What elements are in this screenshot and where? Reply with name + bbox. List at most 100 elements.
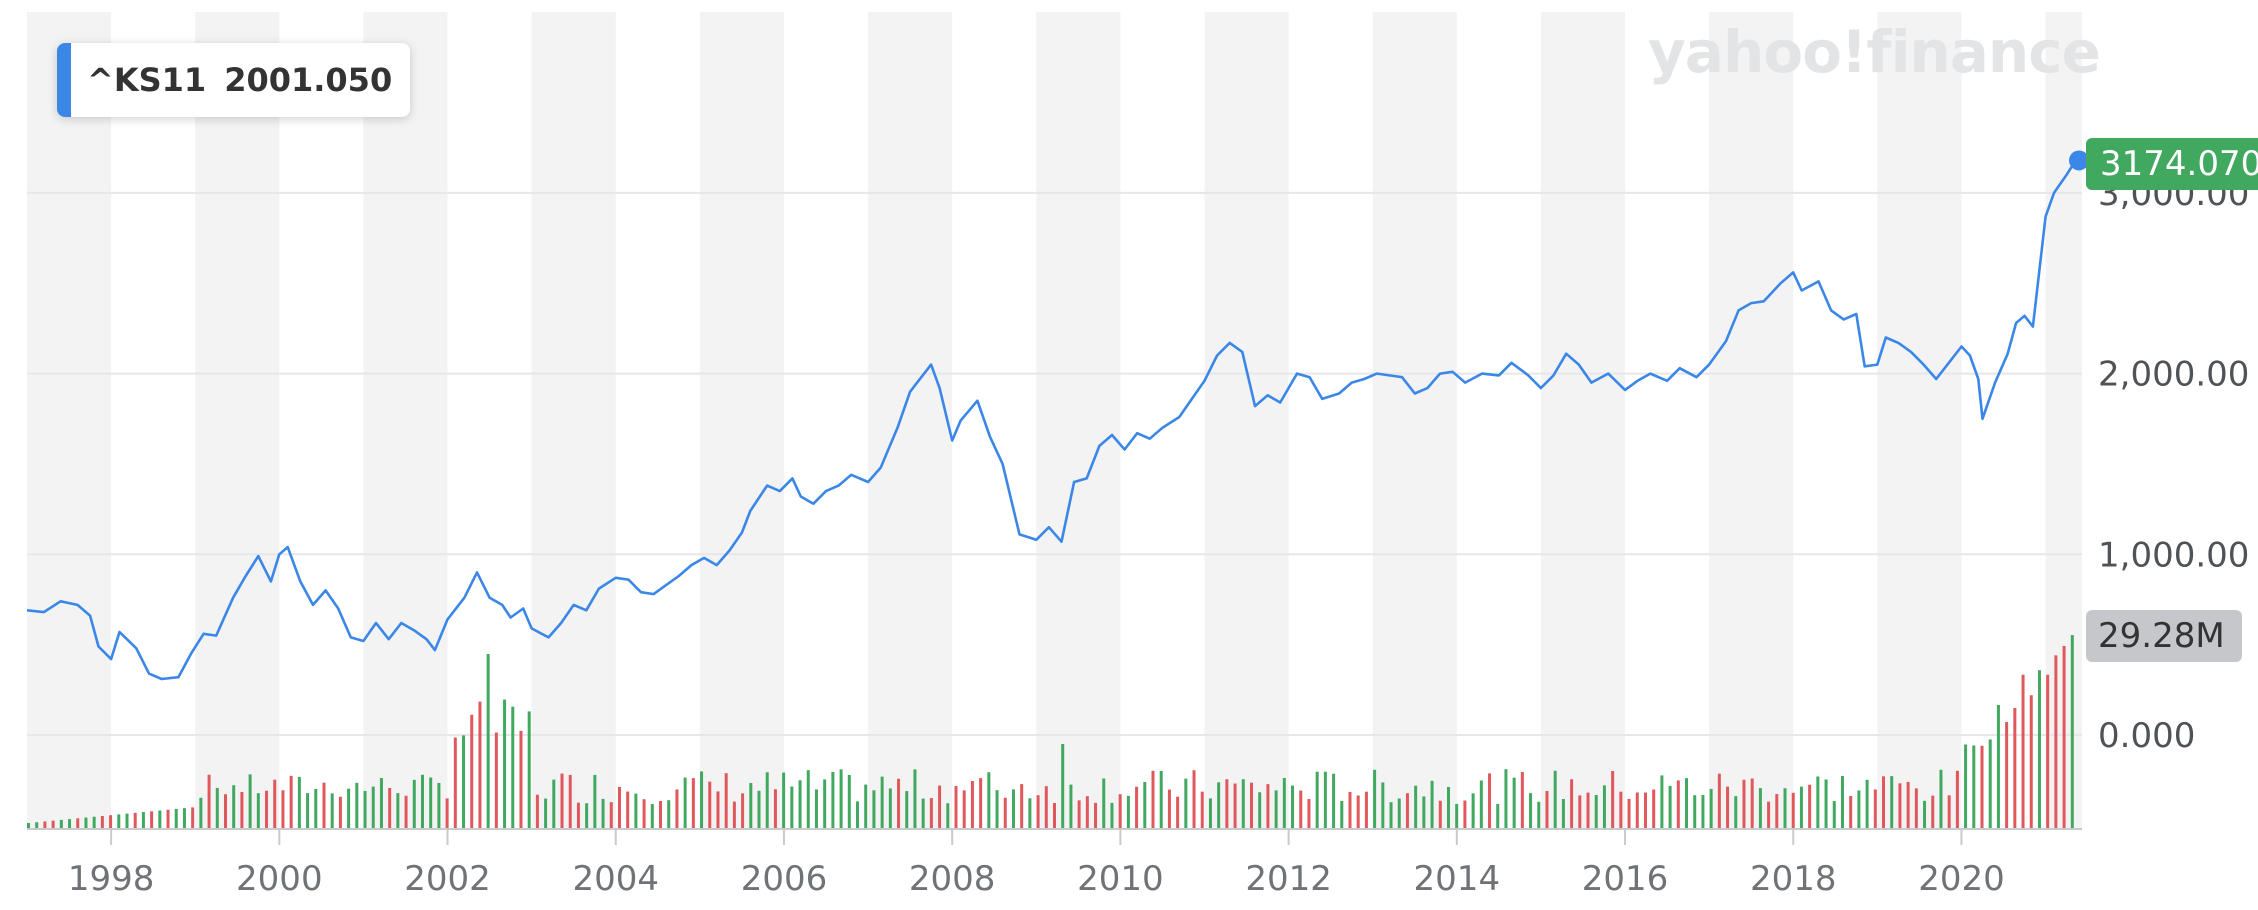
volume-bar bbox=[396, 793, 400, 829]
volume-bar bbox=[1003, 797, 1007, 829]
volume-bar bbox=[1701, 795, 1705, 829]
yahoo-finance-watermark: yahoo!finance bbox=[1648, 18, 2100, 86]
x-tick-label: 2000 bbox=[236, 859, 323, 899]
volume-bar bbox=[297, 776, 301, 829]
volume-bar bbox=[1758, 788, 1762, 829]
volume-bar bbox=[1865, 779, 1869, 829]
volume-bar bbox=[117, 814, 121, 829]
volume-bar bbox=[1988, 739, 1992, 829]
volume-bar bbox=[379, 778, 383, 829]
volume-bar bbox=[979, 778, 983, 829]
x-tick-label: 2012 bbox=[1245, 859, 1332, 899]
volume-bar bbox=[462, 735, 466, 829]
volume-bar bbox=[929, 798, 933, 829]
volume-bar bbox=[839, 769, 843, 829]
volume-bar bbox=[716, 791, 720, 829]
volume-bar bbox=[174, 808, 178, 829]
volume-bar bbox=[1381, 782, 1385, 829]
volume-bar bbox=[248, 774, 252, 829]
y-tick-label: 0.000 bbox=[2098, 716, 2195, 756]
x-tick-label: 2006 bbox=[741, 859, 828, 899]
volume-bar bbox=[76, 818, 80, 829]
volume-bar bbox=[1143, 782, 1147, 829]
volume-bar bbox=[946, 803, 950, 829]
volume-bar bbox=[1258, 792, 1262, 829]
volume-bar bbox=[847, 774, 851, 829]
volume-bar bbox=[1159, 770, 1163, 829]
volume-bar bbox=[1323, 771, 1327, 829]
volume-bar bbox=[1299, 790, 1303, 829]
volume-bar bbox=[1291, 785, 1295, 829]
volume-bar bbox=[659, 800, 663, 829]
volume-bar bbox=[1151, 770, 1155, 829]
volume-bar bbox=[486, 654, 490, 829]
year-band-1999 bbox=[195, 12, 280, 829]
volume-bar bbox=[1184, 778, 1188, 829]
volume-bar bbox=[1545, 791, 1549, 829]
volume-bar bbox=[1923, 800, 1927, 829]
volume-bar bbox=[1373, 769, 1377, 829]
volume-bar bbox=[1832, 801, 1836, 829]
volume-bars bbox=[27, 635, 2074, 829]
volume-bar bbox=[1775, 794, 1779, 829]
year-band-2013 bbox=[1372, 12, 1457, 829]
volume-bar bbox=[223, 794, 227, 829]
year-band-2015 bbox=[1540, 12, 1626, 829]
x-tick-label: 2004 bbox=[572, 859, 659, 899]
x-tick-label: 2010 bbox=[1077, 859, 1164, 899]
volume-bar bbox=[724, 773, 728, 829]
volume-bar bbox=[2029, 695, 2033, 829]
volume-bar bbox=[273, 779, 277, 829]
volume-bar bbox=[1529, 793, 1533, 829]
volume-bar bbox=[773, 789, 777, 829]
volume-bar bbox=[68, 819, 72, 829]
volume-bar bbox=[1266, 784, 1270, 829]
volume-bar bbox=[1389, 802, 1393, 829]
volume-bar bbox=[1980, 745, 1984, 829]
volume-bar bbox=[1882, 776, 1886, 829]
volume-bar bbox=[43, 821, 47, 829]
volume-bar bbox=[1496, 803, 1500, 829]
volume-bar bbox=[1200, 791, 1204, 829]
volume-bar bbox=[1668, 785, 1672, 829]
volume-bar bbox=[560, 773, 564, 829]
volume-bar bbox=[2046, 674, 2050, 829]
volume-bar bbox=[150, 811, 154, 829]
tooltip-value: 2001.050 bbox=[224, 61, 393, 99]
volume-bar bbox=[158, 810, 162, 829]
volume-bar bbox=[1430, 780, 1434, 829]
volume-bar bbox=[1044, 786, 1048, 829]
last-price-marker[interactable] bbox=[2069, 150, 2089, 171]
volume-bar bbox=[51, 820, 55, 829]
volume-bar bbox=[511, 706, 515, 829]
volume-bar bbox=[1455, 803, 1459, 829]
year-band-2017 bbox=[1709, 12, 1794, 829]
volume-bar bbox=[1996, 704, 2000, 829]
crosshair-tooltip: ^KS11 2001.050 bbox=[57, 43, 411, 117]
y-tick-label: 1,000.00 bbox=[2098, 535, 2249, 575]
volume-bar bbox=[1594, 795, 1598, 829]
volume-bar bbox=[1397, 798, 1401, 829]
volume-bar bbox=[182, 808, 186, 829]
volume-bar bbox=[2070, 635, 2074, 829]
volume-bar bbox=[1783, 788, 1787, 829]
x-tick-label: 2002 bbox=[404, 859, 491, 899]
volume-bar bbox=[683, 777, 687, 829]
volume-bar bbox=[265, 790, 269, 829]
volume-bar bbox=[667, 800, 671, 829]
volume-bar bbox=[404, 795, 408, 829]
volume-bar bbox=[1931, 795, 1935, 829]
volume-bar bbox=[1118, 794, 1122, 829]
volume-bar bbox=[306, 793, 310, 829]
volume-bar bbox=[494, 732, 498, 829]
volume-bar bbox=[626, 791, 630, 829]
volume-badge: 29.28M bbox=[2086, 610, 2242, 662]
volume-bar bbox=[527, 711, 531, 829]
volume-bar bbox=[84, 817, 88, 829]
volume-bar bbox=[1676, 780, 1680, 829]
volume-bar bbox=[1446, 786, 1450, 829]
x-tick-label: 2018 bbox=[1750, 859, 1837, 899]
year-band-2005 bbox=[699, 12, 784, 829]
volume-bar bbox=[897, 778, 901, 829]
